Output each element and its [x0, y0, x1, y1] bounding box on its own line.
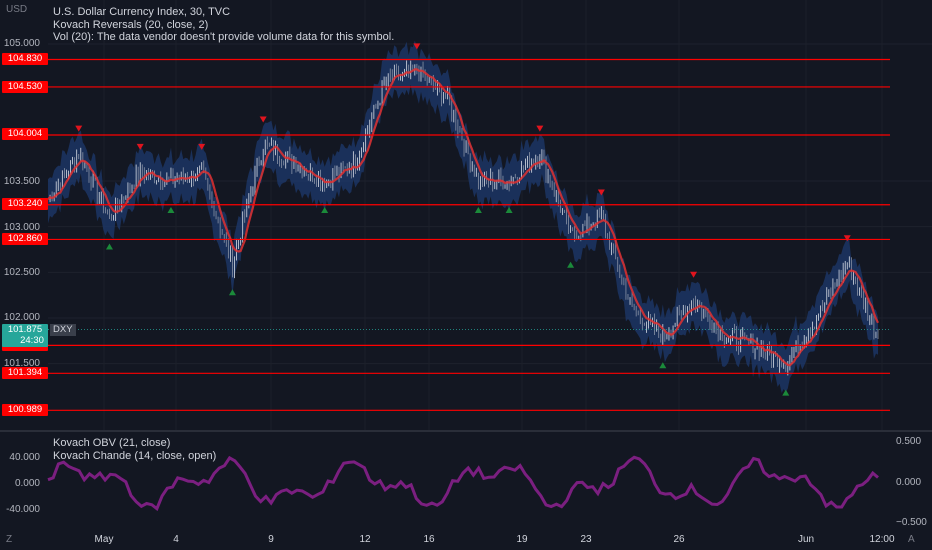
up-arrow-icon	[474, 206, 482, 213]
bar-countdown: 24:30	[20, 335, 44, 346]
current-price: 101.875	[7, 324, 43, 335]
date-label: 9	[268, 534, 274, 545]
down-arrow-icon	[198, 143, 206, 150]
symbol-tag: DXY	[50, 324, 76, 336]
currency-label: USD	[6, 4, 28, 15]
price-tick: 103.000	[3, 222, 40, 233]
price-tick: 102.000	[3, 312, 40, 323]
up-arrow-icon	[321, 206, 329, 213]
legend-indicator-volume[interactable]: Vol (20): The data vendor doesn't provid…	[53, 31, 395, 43]
up-arrow-icon	[782, 389, 790, 396]
down-arrow-icon	[536, 125, 544, 132]
date-label: May	[94, 534, 114, 545]
legend-title[interactable]: U.S. Dollar Currency Index, 30, TVC	[53, 6, 231, 18]
timezone-toggle-button[interactable]: Z	[6, 534, 13, 545]
down-arrow-icon	[259, 116, 267, 123]
level-tag: 101.394	[2, 367, 48, 379]
down-arrow-icon	[413, 43, 421, 50]
up-arrow-icon	[659, 362, 667, 369]
price-legend: U.S. Dollar Currency Index, 30, TVC Kova…	[53, 6, 394, 44]
date-label: 12:00	[869, 534, 895, 545]
level-tag: 102.860	[2, 233, 48, 245]
date-label: 26	[673, 534, 685, 545]
reversal-markers	[75, 43, 851, 396]
legend-indicator-reversals[interactable]: Kovach Reversals (20, close, 2)	[53, 18, 209, 31]
down-arrow-icon	[843, 235, 851, 242]
current-price-tag: 101.875 24:30	[2, 324, 48, 347]
right-axis-tick: −0.500	[896, 517, 927, 528]
price-tick: 102.500	[3, 267, 40, 278]
auto-scale-button[interactable]: A	[908, 534, 915, 545]
date-label: 16	[423, 534, 435, 545]
right-axis-tick: 0.500	[896, 436, 922, 447]
support-resistance-levels	[48, 58, 890, 411]
oscillator-line	[47, 455, 879, 512]
date-label: 4	[173, 534, 179, 545]
indicator-legend: Kovach OBV (21, close) Kovach Chande (14…	[53, 437, 216, 462]
date-label: Jun	[797, 534, 815, 545]
up-arrow-icon	[505, 206, 513, 213]
up-arrow-icon	[567, 261, 575, 268]
up-arrow-icon	[228, 289, 236, 296]
level-tag: 104.004	[2, 128, 48, 140]
date-label: 12	[359, 534, 371, 545]
moving-average	[47, 68, 879, 367]
oscillator-series	[47, 455, 879, 512]
oscillator-tick: -40.000	[6, 504, 40, 515]
legend-indicator-obv[interactable]: Kovach OBV (21, close)	[53, 437, 171, 449]
oscillator-tick: 0.000	[14, 478, 40, 489]
down-arrow-icon	[690, 271, 698, 278]
price-tick: 103.500	[3, 176, 40, 187]
level-tag: 100.989	[2, 404, 48, 416]
level-tag: 103.240	[2, 198, 48, 210]
up-arrow-icon	[167, 206, 175, 213]
date-label: 23	[580, 534, 592, 545]
ma-line	[47, 68, 879, 367]
level-tag: 104.530	[2, 81, 48, 93]
legend-indicator-chande[interactable]: Kovach Chande (14, close, open)	[53, 449, 217, 462]
right-axis-tick: 0.000	[896, 477, 922, 488]
up-arrow-icon	[105, 243, 113, 250]
oscillator-tick: 40.000	[9, 452, 40, 463]
down-arrow-icon	[136, 143, 144, 150]
date-label: 19	[516, 534, 528, 545]
price-tick: 101.500	[3, 358, 40, 369]
down-arrow-icon	[75, 125, 83, 132]
down-arrow-icon	[597, 189, 605, 196]
price-tick: 105.000	[3, 38, 40, 49]
level-tag: 104.830	[2, 53, 48, 65]
